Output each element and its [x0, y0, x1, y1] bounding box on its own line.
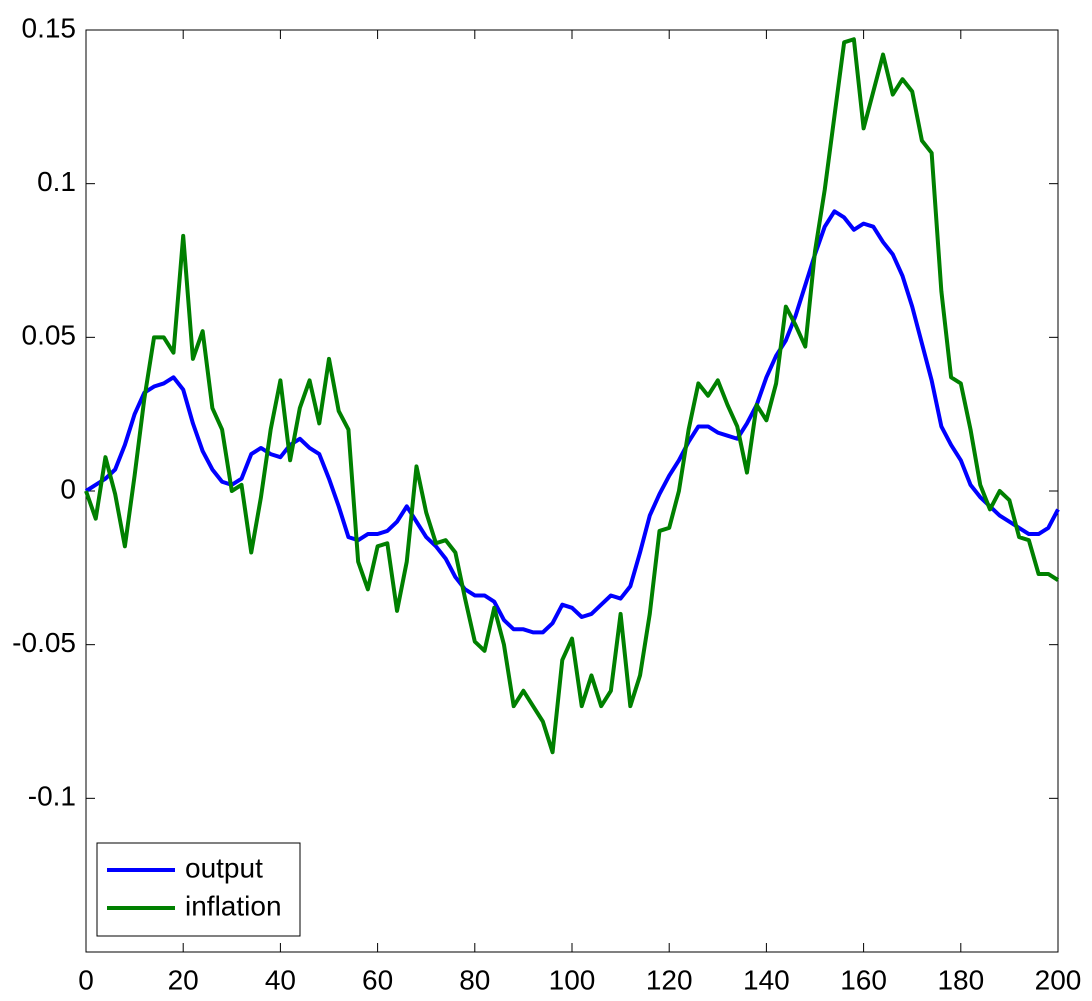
y-tick-label: 0.1	[37, 166, 76, 197]
x-tick-label: 80	[459, 964, 490, 995]
y-tick-label: -0.1	[28, 781, 76, 812]
x-tick-label: 0	[78, 964, 94, 995]
x-tick-label: 180	[937, 964, 984, 995]
legend-box	[96, 842, 301, 937]
line	[84, 209, 1060, 635]
x-tick-label: 60	[362, 964, 393, 995]
legend-label: inflation	[185, 890, 282, 921]
plot-area	[85, 29, 1059, 953]
y-tick-label: 0.15	[22, 12, 77, 43]
y-tick-label: 0.05	[22, 320, 77, 351]
x-tick-label: 100	[549, 964, 596, 995]
x-tick-label: 160	[840, 964, 887, 995]
y-tick-label: 0	[60, 473, 76, 504]
x-tick-label: 140	[743, 964, 790, 995]
x-tick-label: 40	[265, 964, 296, 995]
y-tick-label: -0.05	[12, 627, 76, 658]
line	[84, 37, 1060, 755]
x-tick-label: 120	[646, 964, 693, 995]
x-tick-label: 200	[1035, 964, 1082, 995]
x-tick-label: 20	[168, 964, 199, 995]
legend-label: output	[185, 852, 263, 883]
